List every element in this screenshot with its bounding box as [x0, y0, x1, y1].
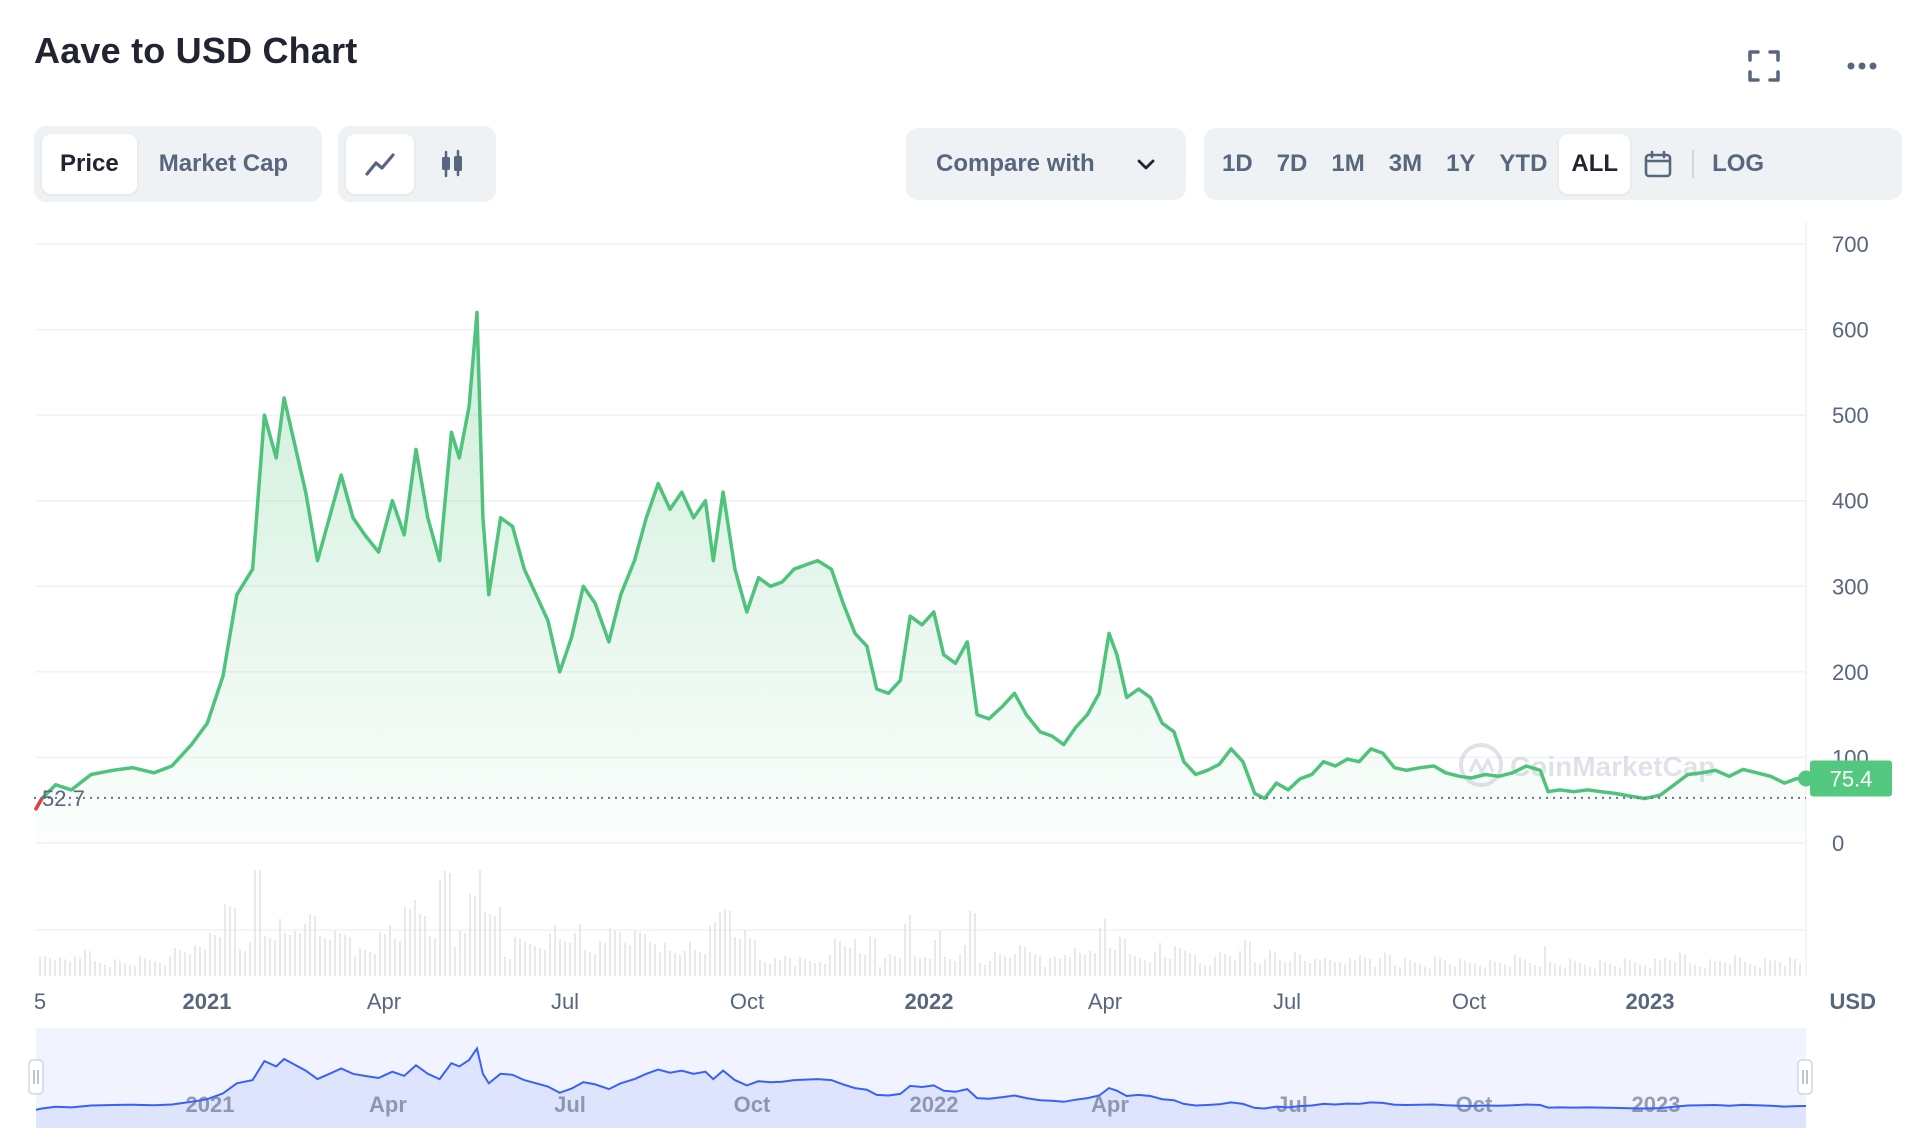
currency-unit-label: USD: [1830, 989, 1876, 1014]
navigator-tick-label: 2023: [1632, 1092, 1681, 1117]
y-tick-label: 400: [1832, 489, 1869, 514]
chart-title: Aave to USD Chart: [34, 30, 358, 71]
y-tick-label: 300: [1832, 574, 1869, 599]
navigator-area: [36, 1048, 1806, 1128]
price-marketcap-toggle: Price Market Cap: [34, 126, 322, 202]
navigator-tick-label: 2021: [186, 1092, 235, 1117]
price-area: [36, 312, 1806, 843]
x-tick-label: Oct: [730, 989, 764, 1014]
time-range-toggle: 1D 7D 1M 3M 1Y YTD ALL LOG: [1204, 128, 1902, 200]
chart-type-toggle: [338, 126, 496, 202]
range-7d-button[interactable]: 7D: [1276, 150, 1308, 177]
line-chart-button[interactable]: [346, 134, 414, 194]
price-tab[interactable]: Price: [42, 134, 137, 194]
calendar-icon: [1644, 150, 1672, 178]
navigator-line: [35, 1045, 1807, 1111]
range-1y-button[interactable]: 1Y: [1446, 150, 1476, 177]
range-ytd-button[interactable]: YTD: [1499, 150, 1548, 177]
market-cap-tab[interactable]: Market Cap: [158, 150, 289, 177]
price-line-below-reference: [34, 796, 44, 811]
fullscreen-icon[interactable]: [1744, 46, 1784, 86]
more-icon[interactable]: [1842, 46, 1882, 86]
navigator-left-handle[interactable]: [28, 1059, 44, 1095]
navigator-axis: 2021 Apr Jul Oct 2022 Apr Jul Oct 2023: [186, 1092, 1681, 1117]
navigator-tick-label: Jul: [554, 1092, 586, 1117]
compare-with-dropdown[interactable]: Compare with: [906, 128, 1186, 200]
range-navigator[interactable]: 2021 Apr Jul Oct 2022 Apr Jul Oct 2023: [28, 1028, 1813, 1128]
navigator-tick-label: Oct: [1456, 1092, 1493, 1117]
y-tick-label: 700: [1832, 232, 1869, 257]
x-tick-label: Jul: [551, 989, 579, 1014]
candlestick-icon: [442, 149, 462, 178]
navigator-tick-label: Jul: [1276, 1092, 1308, 1117]
x-tick-label: Jul: [1273, 989, 1301, 1014]
range-3m-button[interactable]: 3M: [1388, 150, 1423, 177]
line-chart-icon: [365, 153, 395, 176]
range-all-button[interactable]: ALL: [1559, 134, 1631, 194]
x-tick-label: 2023: [1626, 989, 1675, 1014]
y-tick-label: 200: [1832, 660, 1869, 685]
log-scale-button[interactable]: LOG: [1712, 150, 1765, 177]
toolbar-divider: [1692, 150, 1695, 178]
y-tick-label: 0: [1832, 831, 1844, 856]
compare-with-label: Compare with: [936, 150, 1095, 177]
chevron-down-icon: [1137, 159, 1155, 170]
x-tick-label: 5: [34, 989, 46, 1014]
x-tick-label: Oct: [1452, 989, 1486, 1014]
range-1d-button[interactable]: 1D: [1222, 150, 1253, 177]
x-tick-label: Apr: [1088, 989, 1122, 1014]
x-tick-label: Apr: [367, 989, 401, 1014]
current-price-label: 75.4: [1830, 766, 1873, 791]
price-line: [34, 310, 1808, 811]
current-price-tag: 75.4: [1810, 760, 1892, 797]
reference-price-label: 52.7: [42, 786, 85, 811]
y-tick-label: 600: [1832, 318, 1869, 343]
candlestick-button[interactable]: [418, 134, 486, 194]
navigator-tick-label: Apr: [369, 1092, 407, 1117]
y-tick-label: 500: [1832, 403, 1869, 428]
volume-bars: [39, 870, 1801, 976]
x-tick-label: 2021: [183, 989, 232, 1014]
calendar-button[interactable]: [1630, 134, 1686, 194]
x-axis: 5 2021 Apr Jul Oct 2022 Apr Jul Oct 2023: [34, 989, 1675, 1014]
navigator-tick-label: Oct: [734, 1092, 771, 1117]
navigator-tick-label: 2022: [910, 1092, 959, 1117]
navigator-right-handle[interactable]: [1797, 1059, 1813, 1095]
range-1m-button[interactable]: 1M: [1331, 150, 1365, 177]
x-tick-label: 2022: [905, 989, 954, 1014]
